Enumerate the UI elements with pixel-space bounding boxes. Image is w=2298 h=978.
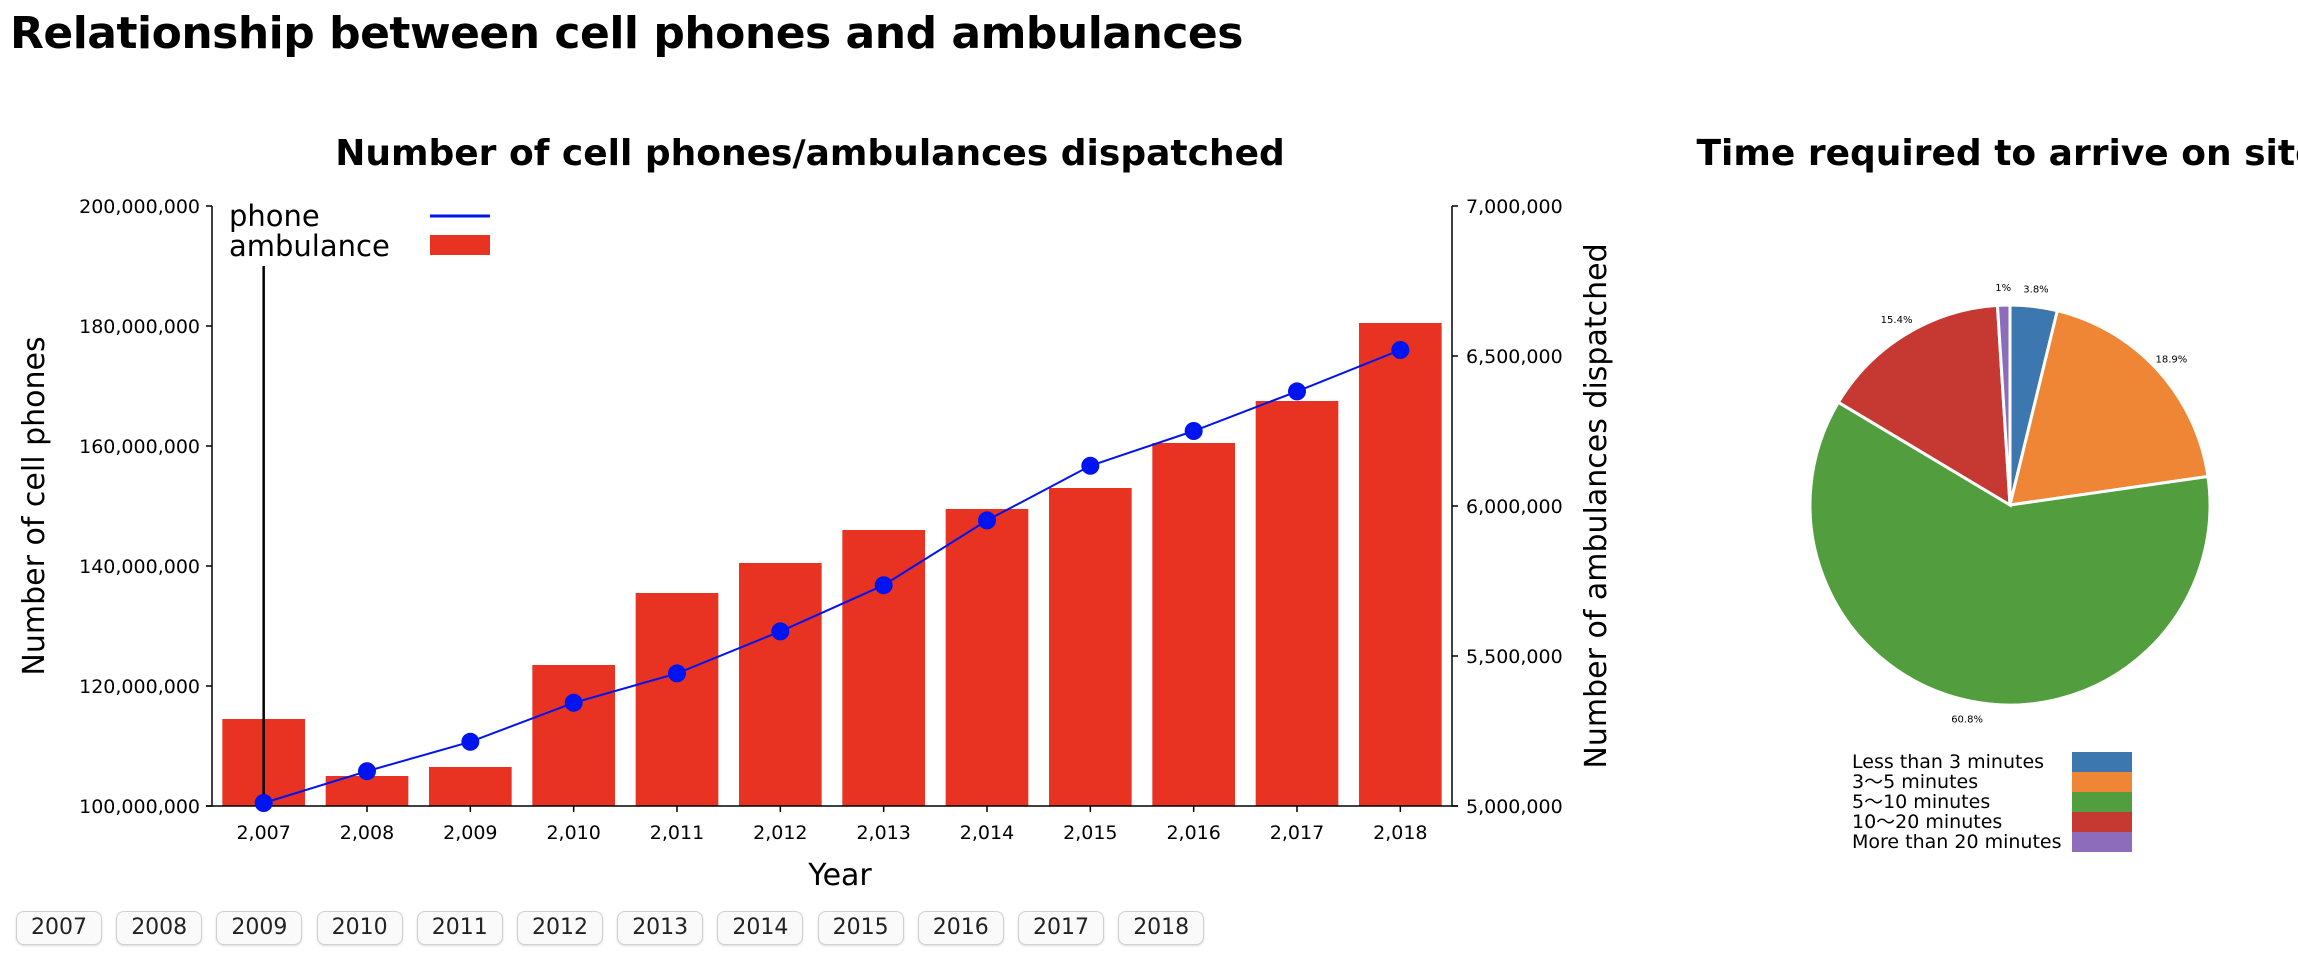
ambulance-bar-2010 [532,665,615,806]
ambulance-bar-2014 [945,509,1029,806]
charts-canvas: Number of cell phones/ambulances dispatc… [17,133,2298,893]
x-ticks: 2,007 2,008 2,009 2,010 2,011 2,012 2,013 2,014… [236,806,1428,844]
pie-legend-swatch-1 [2072,772,2132,792]
year-button-2009[interactable]: 2009 [216,911,303,945]
left-tick-label: 160,000,000 [79,436,200,458]
ambulance-bar-2013 [842,530,925,806]
right-tick-label: 6,500,000 [1466,346,1563,368]
pie-slice-3 [1836,303,2012,508]
ambulance-bars [222,323,1442,806]
right-tick-label: 5,500,000 [1466,646,1563,668]
right-y-axis-label: Number of ambulances dispatched [1579,243,1614,768]
pie-chart-title: Time required to arrive on site [1696,133,2298,174]
pie-legend-label-2: 5〜10 minutes [1852,791,1990,813]
year-button-2017[interactable]: 2017 [1018,911,1104,945]
phone-point-2014 [978,511,996,530]
left-tick-label: 200,000,000 [79,196,200,218]
pie-legend-swatch-0 [2072,752,2132,772]
legend-label-phone: phone [229,199,320,233]
x-tick-label: 2,017 [1270,822,1324,844]
legend-label-ambulance: ambulance [229,229,390,263]
phone-point-2013 [874,576,893,595]
phone-point-2008 [358,762,376,781]
right-tick-label: 7,000,000 [1466,196,1563,218]
ambulance-bar-2012 [739,563,822,806]
year-button-2007[interactable]: 2007 [16,911,102,945]
x-tick-label: 2,011 [650,822,704,844]
pie-slice-label-3: 15.4% [1881,315,1913,326]
right-tick-label: 5,000,000 [1466,796,1563,818]
pie-slice-1 [2008,308,2210,507]
pie-legend-label-0: Less than 3 minutes [1852,751,2044,773]
pie-slice-label-0: 3.8% [2023,285,2048,296]
year-button-2011[interactable]: 2011 [416,911,503,945]
year-button-2018[interactable]: 2018 [1118,911,1205,945]
year-button-2010[interactable]: 2010 [316,911,403,945]
phone-series-points [254,341,1410,812]
year-button-2008[interactable]: 2008 [116,911,203,945]
ambulance-bar-2016 [1152,443,1235,806]
page-title: Relationship between cell phones and amb… [10,8,1243,59]
left-tick-label: 120,000,000 [79,676,200,698]
ambulance-bar-2015 [1049,488,1132,806]
pie-legend-swatch-3 [2072,812,2132,832]
phone-point-2009 [461,732,480,751]
year-button-2016[interactable]: 2016 [917,911,1004,945]
pie-legend-swatch-4 [2072,832,2132,852]
ambulance-bar-2009 [429,767,512,806]
phone-point-2011 [668,664,686,683]
year-button-2012[interactable]: 2012 [517,911,603,945]
right-tick-label: 6,000,000 [1466,496,1563,518]
x-axis-label: Year [807,858,872,893]
combo-legend: phone ambulance [229,199,490,263]
left-y-ticks: 100,000,000 120,000,000 140,000,000 160,000… [79,196,212,818]
year-button-2013[interactable]: 2013 [617,911,704,945]
left-y-axis-label: Number of cell phones [17,336,52,675]
phone-point-2007 [254,794,273,812]
x-tick-label: 2,012 [753,822,807,844]
left-tick-label: 100,000,000 [79,796,200,818]
legend-swatch-ambulance [430,235,490,255]
left-tick-label: 140,000,000 [79,556,200,578]
phone-point-2017 [1288,382,1306,401]
pie-chart: Time required to arrive on site 3.8% 18.9… [1696,133,2298,853]
x-tick-label: 2,007 [236,822,290,844]
phone-point-2018 [1391,341,1410,359]
x-tick-label: 2,010 [546,822,600,844]
right-y-ticks: 5,000,000 5,500,000 6,000,000 6,500,000 7,00… [1452,196,1563,818]
phone-series-line [263,349,1401,804]
pie-legend-label-3: 10〜20 minutes [1852,811,2002,833]
pie-labels: 3.8% 18.9% 60.8% 15.4% 1% [1881,283,2188,726]
x-tick-label: 2,018 [1373,822,1427,844]
pie-legend-label-4: More than 20 minutes [1852,831,2061,853]
ambulance-bar-2011 [635,593,719,806]
x-tick-label: 2,013 [856,822,910,844]
ambulance-bar-2018 [1359,323,1442,806]
pie-slices [1808,303,2212,707]
x-tick-label: 2,016 [1166,822,1220,844]
x-tick-label: 2,008 [340,822,394,844]
year-button-2014[interactable]: 2014 [717,911,804,945]
combo-chart-title: Number of cell phones/ambulances dispatc… [335,133,1285,174]
phone-point-2015 [1081,456,1100,475]
pie-slice-2 [1808,400,2212,707]
ambulance-bar-2017 [1255,401,1339,806]
pie-slice-label-1: 18.9% [2155,354,2187,365]
combo-chart: Number of cell phones/ambulances dispatc… [17,133,1614,893]
x-tick-label: 2,009 [443,822,497,844]
x-tick-label: 2,015 [1063,822,1117,844]
year-button-2015[interactable]: 2015 [817,911,904,945]
left-tick-label: 180,000,000 [79,316,200,338]
pie-slice-4 [1995,303,2012,506]
phone-point-2016 [1184,422,1203,440]
phone-point-2010 [564,693,583,712]
pie-slice-label-4: 1% [1995,283,2011,294]
phone-point-2012 [771,622,790,641]
pie-slice-label-2: 60.8% [1951,715,1983,726]
ambulance-bar-2008 [325,776,409,806]
x-tick-label: 2,014 [960,822,1014,844]
pie-legend-label-1: 3〜5 minutes [1852,771,1978,793]
pie-legend-swatch-2 [2072,792,2132,812]
